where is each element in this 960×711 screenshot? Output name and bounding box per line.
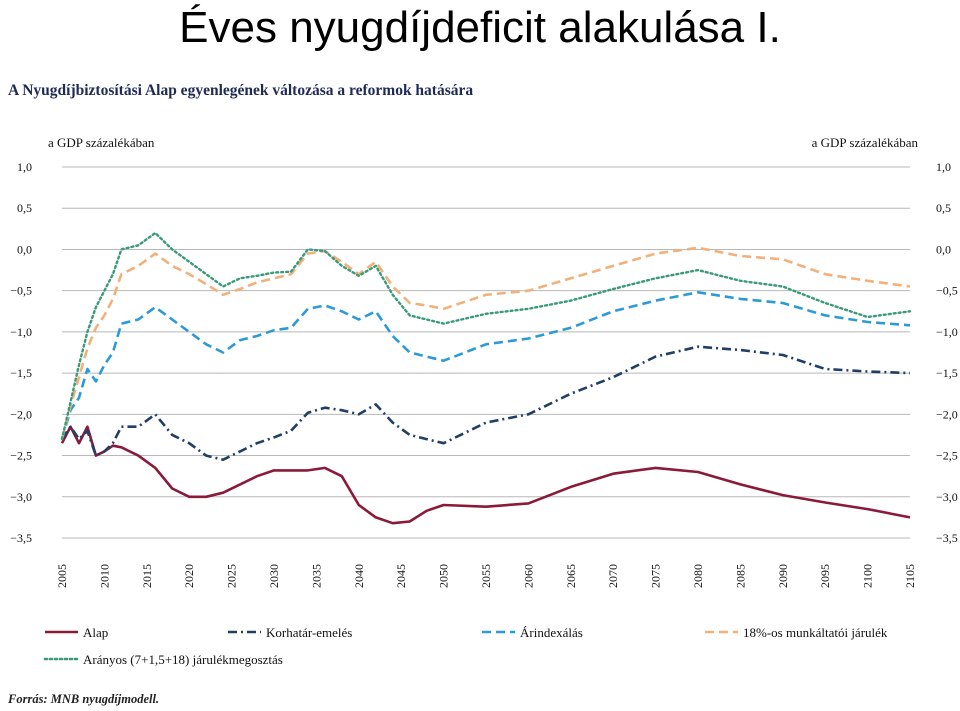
x-tick-label: 2090 — [776, 564, 790, 588]
y-tick-label-right: −2,0 — [936, 407, 958, 421]
x-tick-label: 2080 — [691, 564, 705, 588]
y-tick-label-left: 0,0 — [17, 242, 32, 256]
legend-label: 18%-os munkáltatói járulék — [743, 625, 888, 640]
x-tick-label: 2065 — [564, 564, 578, 588]
y-tick-label-left: −0,5 — [10, 284, 32, 298]
x-tick-label: 2095 — [818, 564, 832, 588]
y-tick-label-right: −2,5 — [936, 449, 958, 463]
x-tick-label: 2060 — [521, 564, 535, 588]
y-tick-label-right: −0,5 — [936, 284, 958, 298]
x-tick-label: 2020 — [182, 564, 196, 588]
legend-label: Arányos (7+1,5+18) járulékmegosztás — [83, 652, 283, 667]
y-tick-label-right: 0,5 — [936, 201, 951, 215]
x-tick-label: 2045 — [394, 564, 408, 588]
x-tick-label: 2040 — [352, 564, 366, 588]
x-tick-label: 2010 — [97, 564, 111, 588]
y-tick-label-right: −1,0 — [936, 325, 958, 339]
x-tick-label: 2075 — [649, 564, 663, 588]
legend-label: Árindexálás — [520, 625, 583, 640]
x-tick-label: 2050 — [437, 564, 451, 588]
legend-label: Korhatár-emelés — [266, 625, 352, 640]
y-tick-label-left: 1,0 — [17, 160, 32, 174]
y-tick-label-left: −2,0 — [10, 407, 32, 421]
x-tick-label: 2070 — [606, 564, 620, 588]
y-axis-label-left: a GDP százalékában — [48, 135, 155, 150]
y-axis-label-right: a GDP százalékában — [811, 135, 918, 150]
chart-title: A Nyugdíjbiztosítási Alap egyenlegének v… — [8, 82, 474, 99]
y-tick-label-left: 0,5 — [17, 201, 32, 215]
x-tick-label: 2015 — [140, 564, 154, 588]
series-line-5 — [60, 231, 912, 441]
x-tick-label: 2100 — [861, 564, 875, 588]
y-tick-label-left: −1,0 — [10, 325, 32, 339]
x-tick-label: 2085 — [733, 564, 747, 588]
y-tick-label-left: −2,5 — [10, 449, 32, 463]
source-note: Forrás: MNB nyugdíjmodell. — [8, 692, 160, 706]
series-line-1 — [60, 425, 911, 525]
series-line-3 — [60, 290, 911, 440]
legend-label: Alap — [83, 625, 108, 640]
y-tick-label-right: 0,0 — [936, 242, 951, 256]
x-tick-label: 2005 — [55, 564, 69, 588]
y-tick-label-left: −3,0 — [10, 490, 32, 504]
y-tick-label-left: −1,5 — [10, 366, 32, 380]
slide-title: Éves nyugdíjdeficit alakulása I. — [179, 3, 781, 52]
y-tick-label-right: 1,0 — [936, 160, 951, 174]
x-tick-label: 2055 — [479, 564, 493, 588]
y-tick-label-left: −3,5 — [10, 531, 32, 545]
x-tick-label: 2025 — [225, 564, 239, 588]
series-line-2 — [60, 345, 911, 462]
x-tick-label: 2035 — [309, 564, 323, 588]
y-tick-label-right: −3,0 — [936, 490, 958, 504]
series-line-4 — [60, 246, 911, 440]
x-tick-label: 2105 — [903, 564, 917, 588]
y-tick-label-right: −1,5 — [936, 366, 958, 380]
x-tick-label: 2030 — [267, 564, 281, 588]
y-tick-label-right: −3,5 — [936, 531, 958, 545]
